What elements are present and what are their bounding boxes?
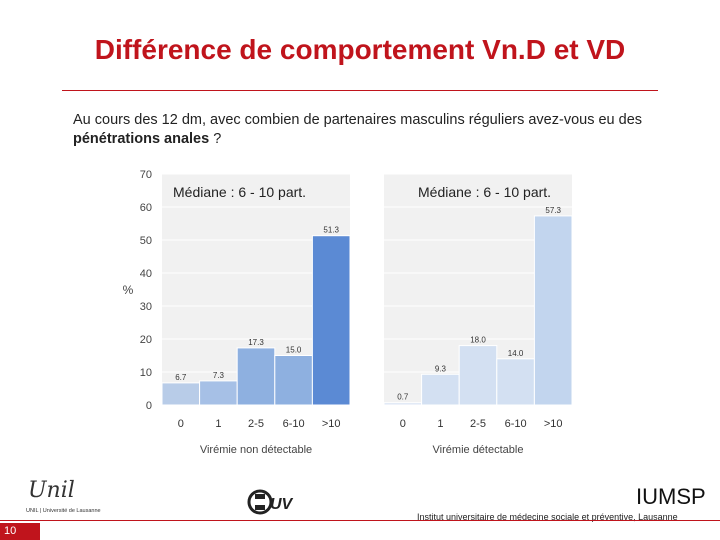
x-tick-label: 6-10 [505,418,527,430]
x-tick-label: >10 [544,418,563,430]
bar-1-6-10 [274,355,313,406]
x-tick-label: 0 [178,418,184,430]
unil-logo-caption: UNIL | Université de Lausanne [26,508,101,514]
data-label: 51.3 [323,226,339,235]
data-label: 0.7 [397,393,409,402]
bar-2-1 [421,373,460,406]
page-number: 10 [0,523,40,540]
bar-2-2-5 [458,345,498,406]
x-tick-label: 1 [215,418,221,430]
bar-2->10 [533,215,573,406]
x-tick-label: 1 [437,418,443,430]
bar-2-6-10 [496,358,535,406]
footer-rule [0,520,720,521]
svg-text:UV: UV [270,496,294,513]
bar-2-0 [383,402,423,406]
bar-1->10 [311,235,351,406]
bar-1-0 [161,382,201,406]
bar-1-1 [199,380,238,406]
data-label: 57.3 [545,206,561,215]
x-axis-label-2: Virémie détectable [433,444,524,456]
data-label: 9.3 [435,364,447,373]
iumsp-logo: IUMSP [636,484,706,509]
x-axis-label-1: Virémie non détectable [200,444,312,456]
data-label: 7.3 [213,371,225,380]
median-left-label: Médiane : 6 - 10 part. [173,184,307,200]
y-tick-label: 70 [140,169,152,181]
data-label: 15.0 [286,346,302,355]
bar-charts-svg: 010203040506070%6.707.3117.32-515.06-105… [123,169,573,456]
x-tick-label: >10 [322,418,341,430]
chuv-logo-graphic: UV [247,489,294,515]
chuv-logo: UV [246,488,302,516]
y-tick-label: 50 [140,235,152,247]
data-label: 6.7 [175,373,187,382]
data-label: 14.0 [508,349,524,358]
y-axis-label: % [123,283,134,297]
y-tick-label: 60 [140,202,152,214]
x-tick-label: 2-5 [248,418,264,430]
question-part2: ? [209,131,222,147]
data-label: 18.0 [470,336,486,345]
y-tick-label: 40 [140,268,152,280]
question-text: Au cours des 12 dm, avec combien de part… [73,111,673,149]
y-tick-label: 30 [140,301,152,313]
slide-title: Différence de comportement Vn.D et VD [94,34,626,65]
median-right-label: Médiane : 6 - 10 part. [418,184,552,200]
data-label: 17.3 [248,338,264,347]
x-tick-label: 2-5 [470,418,486,430]
question-part1: Au cours des 12 dm, avec combien de part… [73,112,643,128]
y-tick-label: 20 [140,334,152,346]
bar-1-2-5 [236,347,276,406]
x-tick-label: 0 [400,418,406,430]
question-bold: pénétrations anales [73,131,210,147]
x-tick-label: 6-10 [283,418,305,430]
unil-logo: Unil UNIL | Université de Lausanne [26,478,116,518]
y-tick-label: 0 [146,400,152,412]
iumsp-subtitle: Institut universitaire de médecine socia… [417,512,678,522]
bar-charts: 0 10 20 30 40 50 60 70% 6.7 0 7.3 1 17.3 2-5 15.0 6-10 5… [110,160,590,465]
title-underline [62,90,658,91]
unil-logo-script: Unil [28,478,75,503]
y-tick-label: 10 [140,367,152,379]
